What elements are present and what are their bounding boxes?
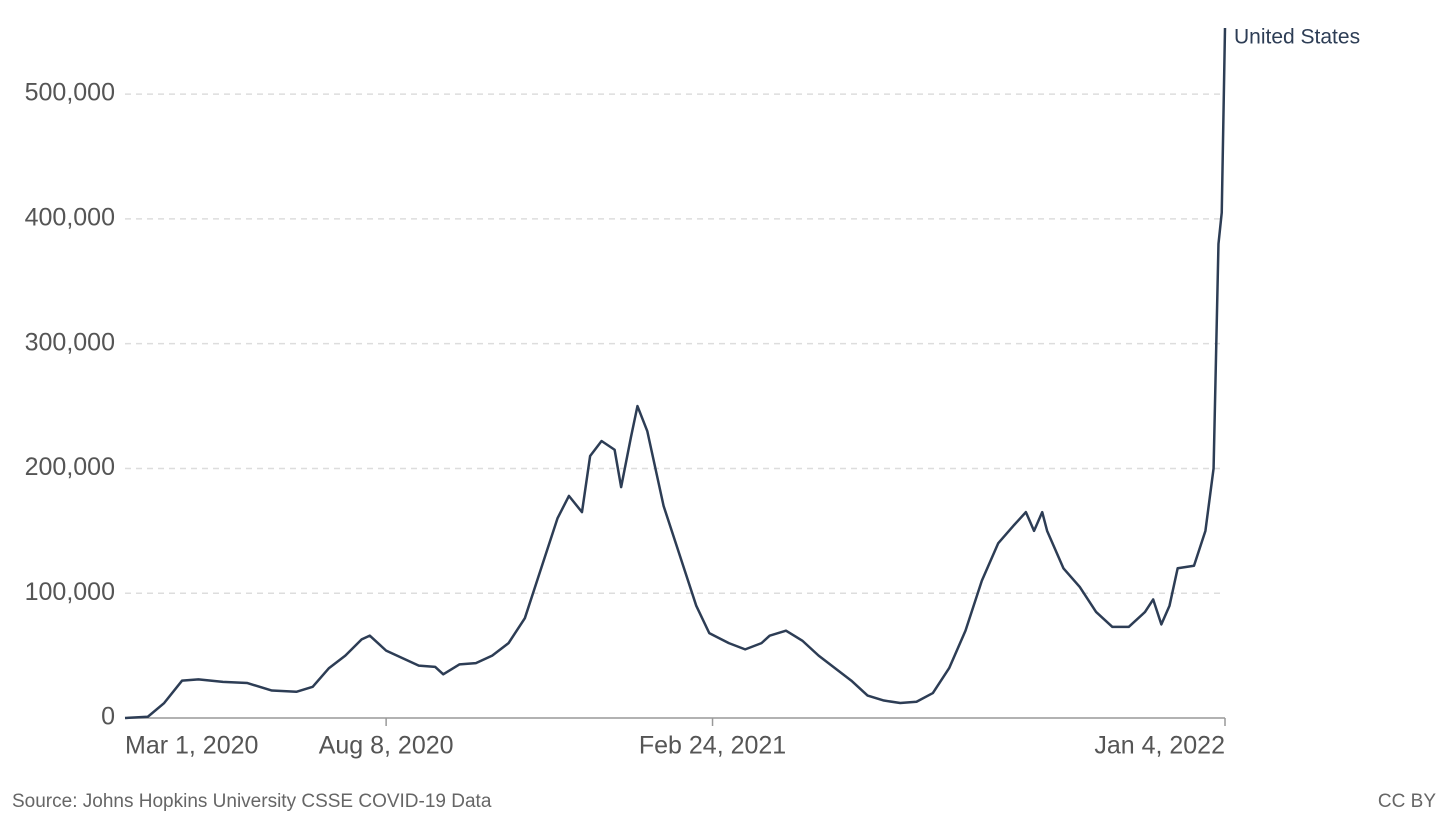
x-tick-label: Jan 4, 2022	[1094, 732, 1225, 760]
x-tick-label: Feb 24, 2021	[639, 732, 786, 760]
x-tick-label: Mar 1, 2020	[125, 732, 258, 760]
y-tick-label: 500,000	[25, 79, 115, 107]
y-tick-label: 200,000	[25, 453, 115, 481]
data-line	[124, 27, 1227, 720]
license-note: CC BY	[1378, 791, 1436, 812]
y-tick-label: 100,000	[25, 578, 115, 606]
source-note: Source: Johns Hopkins University CSSE CO…	[12, 791, 492, 812]
series-label: United States	[1234, 26, 1360, 49]
y-tick-label: 0	[101, 703, 115, 731]
y-tick-label: 400,000	[25, 204, 115, 232]
y-tick-label: 300,000	[25, 328, 115, 356]
x-tick-label: Aug 8, 2020	[319, 732, 454, 760]
